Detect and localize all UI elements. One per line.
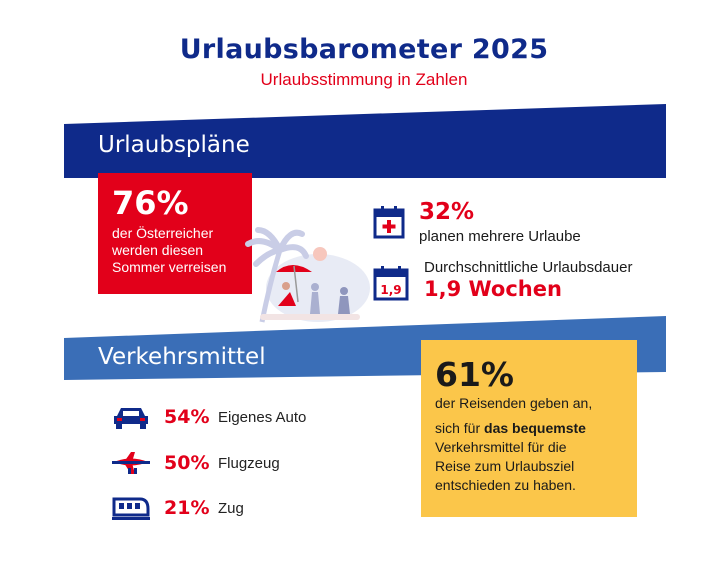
comfort-highlight-pre: sich für	[435, 420, 485, 436]
plane-value: 50%	[164, 452, 210, 474]
comfort-highlight-value: 61%	[435, 355, 514, 394]
transport-item-car: 54% Eigenes Auto	[112, 403, 306, 431]
train-value: 21%	[164, 497, 210, 519]
beach-illustration	[240, 222, 370, 326]
multiple-trips-text: planen mehrere Urlaube	[419, 228, 581, 245]
comfort-highlight-line: Reise zum Urlaubsziel	[435, 458, 575, 474]
comfort-highlight-line: der Reisenden geben an,	[435, 395, 593, 411]
page-title: Urlaubsbarometer 2025	[179, 34, 549, 65]
car-label: Eigenes Auto	[218, 408, 307, 426]
comfort-highlight-line: Verkehrsmittel für die	[435, 439, 567, 455]
page-subtitle: Urlaubsstimmung in Zahlen	[260, 70, 468, 89]
comfort-highlight-line: sich für das bequemste	[435, 419, 637, 438]
plane-label: Flugzeug	[218, 454, 280, 472]
trip-duration-value: 1,9 Wochen	[424, 277, 562, 301]
train-icon	[112, 495, 150, 521]
car-icon	[112, 404, 150, 430]
car-value: 54%	[164, 406, 210, 428]
comfort-highlight-line: entschieden zu haben.	[435, 477, 576, 493]
plans-band: Urlaubspläne	[64, 104, 666, 178]
headline-stat-box: 76% der Österreicher werden diesen Somme…	[98, 173, 252, 294]
multiple-trips-value: 32%	[419, 199, 475, 225]
headline-stat-line: der Österreicher	[112, 225, 214, 241]
plans-heading: Urlaubspläne	[98, 132, 250, 158]
headline-stat-value: 76%	[112, 184, 189, 222]
transport-heading: Verkehrsmittel	[98, 344, 266, 370]
airplane-icon	[112, 450, 150, 476]
transport-item-train: 21% Zug	[112, 494, 244, 522]
trip-duration-label: Durchschnittliche Urlaubsdauer	[424, 259, 633, 276]
headline-stat-text: der Österreicher werden diesen Sommer ve…	[112, 225, 252, 276]
calendar-duration-icon-text: 1,9	[380, 283, 401, 297]
headline-stat-line: werden diesen	[112, 242, 204, 258]
comfort-highlight-bold: das bequemste	[484, 420, 586, 436]
train-label: Zug	[218, 499, 244, 517]
comfort-highlight-box: 61% der Reisenden geben an, sich für das…	[421, 340, 637, 517]
calendar-plus-icon	[373, 205, 405, 239]
headline-stat-line: Sommer verreisen	[112, 259, 227, 275]
calendar-duration-icon: 1,9	[373, 265, 409, 301]
beach-illustration-image	[245, 227, 370, 323]
plans-band-shape	[64, 104, 666, 178]
transport-item-plane: 50% Flugzeug	[112, 449, 280, 477]
